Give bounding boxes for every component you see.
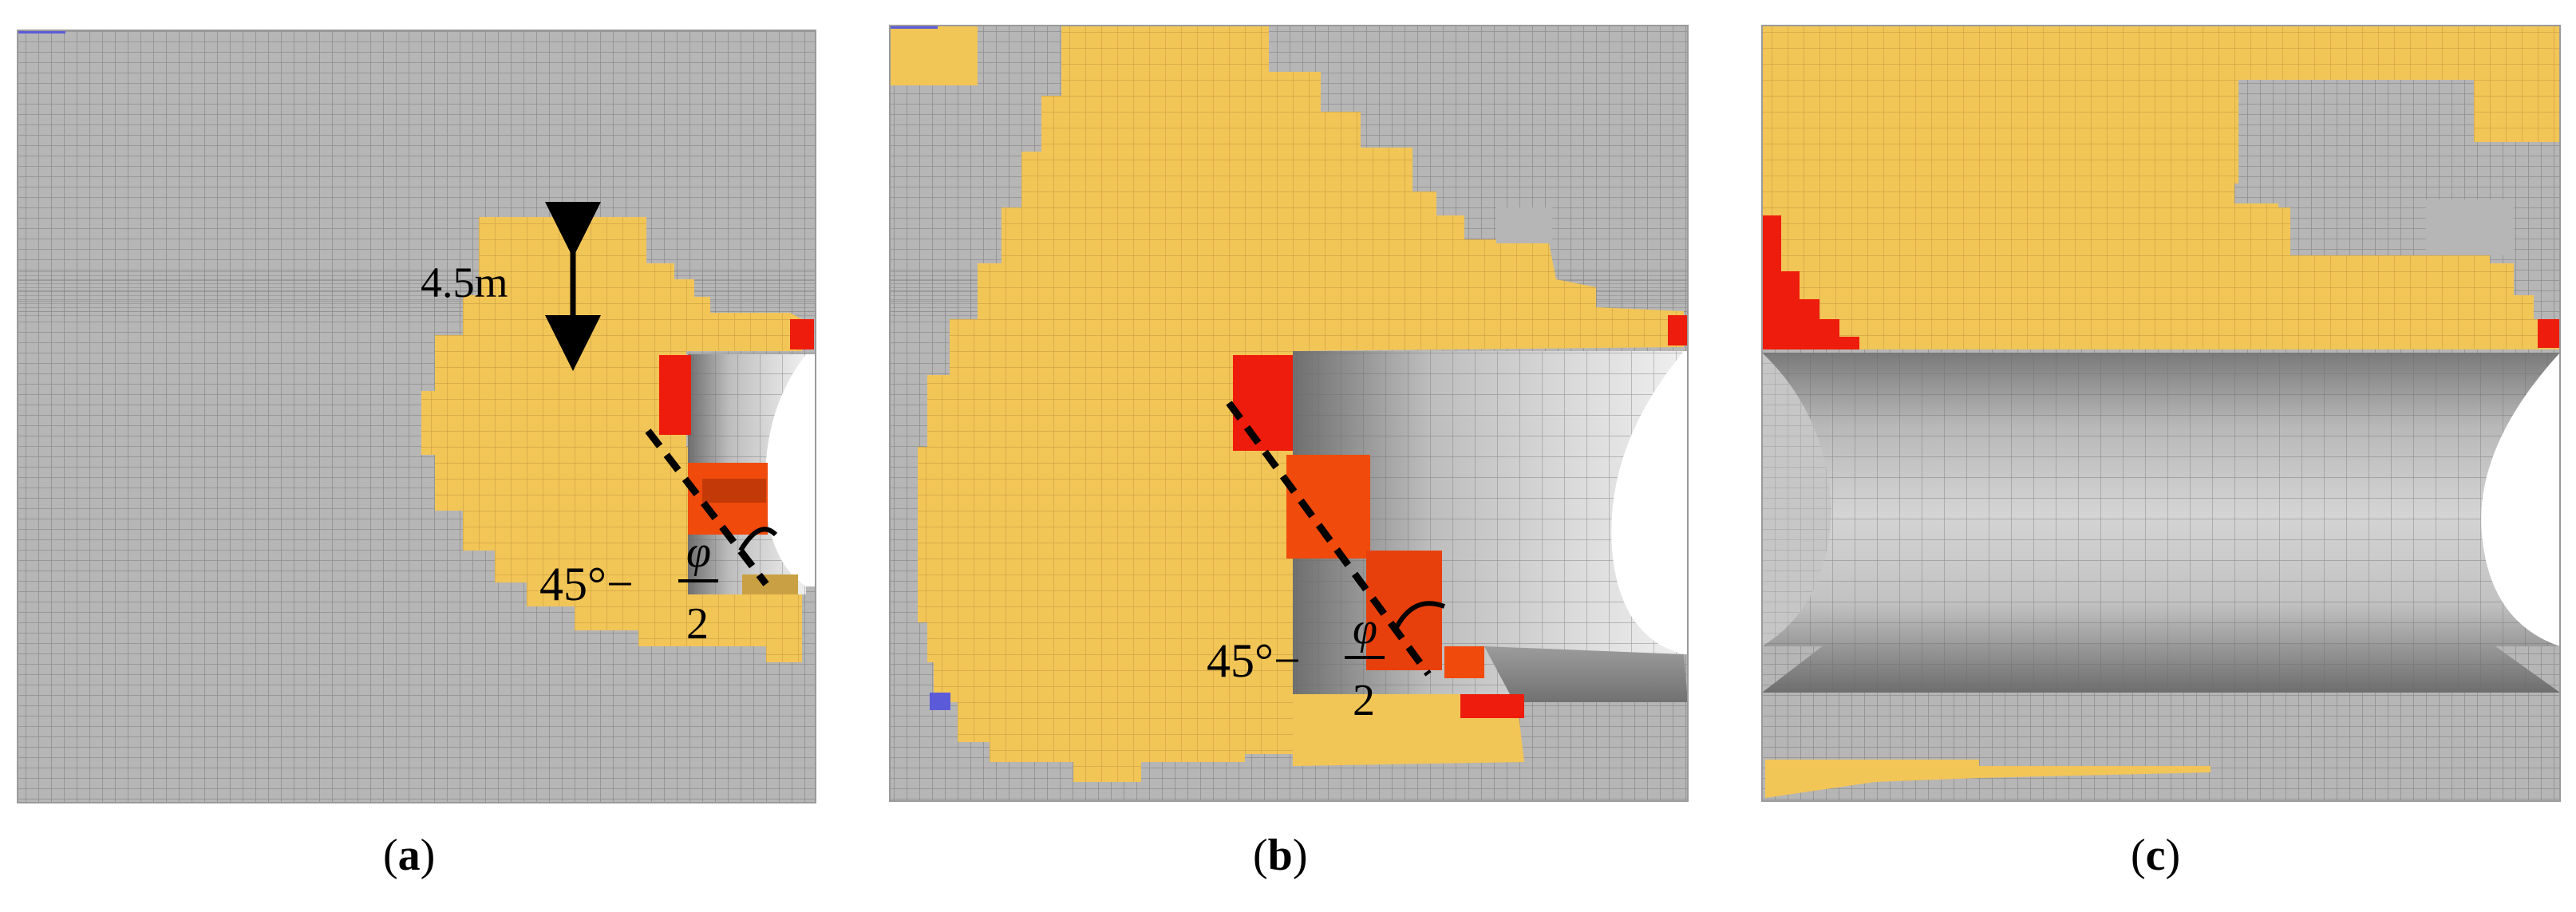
panel-b-plastic-grid (918, 26, 1684, 782)
panel-a-failure-cell (742, 574, 798, 594)
panel-c-tunnel-face-right (2481, 353, 2560, 646)
panel-c-lower-mesh-grid (1762, 693, 2560, 801)
panel-b-tunnel-face (1611, 351, 1688, 654)
panel-c-border (1761, 25, 2561, 802)
panel-c-mesh-gap-grid (2238, 80, 2382, 203)
caption-close-paren: ) (2165, 831, 2181, 880)
panel-c-tunnel-grid (1762, 353, 2560, 646)
panel-b-failure-cell (1668, 315, 1688, 345)
caption-letter: b (1267, 831, 1293, 880)
caption-letter: c (2145, 831, 2166, 880)
panel-b-blue-marker-top (890, 26, 938, 29)
panel-c (1762, 26, 2560, 801)
panel-b-border (889, 25, 1689, 802)
panel-b-blue-marker (930, 693, 950, 710)
caption-open-paren: ( (383, 831, 398, 880)
panel-a-failure-cell (702, 479, 766, 503)
panel-a-depth-label: 4.5m (421, 259, 508, 306)
panel-a-angle-prefix: 45°− (539, 558, 634, 610)
panel-a-tunnel-face (765, 354, 816, 586)
panel-b-angle-numerator: φ (1353, 604, 1377, 653)
panel-a-angle-numerator: φ (686, 527, 711, 577)
panel-c-plastic-lower (1765, 760, 2211, 798)
panel-b-plastic-patch (890, 26, 978, 85)
panel-a-blue-marker (18, 30, 65, 34)
panel-c-caption: (c) (2131, 830, 2180, 881)
panel-b-angle-prefix: 45°− (1207, 634, 1301, 687)
panel-c-tunnel-face-left (1762, 353, 1831, 646)
panel-b-failure-cell (1286, 455, 1370, 559)
caption-open-paren: ( (2131, 831, 2146, 880)
panel-a-slip-line (645, 428, 769, 586)
panel-a: 4.5m 45°− φ 2 (18, 30, 816, 803)
caption-open-paren: ( (1253, 831, 1268, 880)
panel-a-angle-denominator: 2 (686, 599, 709, 649)
panel-a-caption: (a) (383, 830, 435, 881)
panel-a-failure-cell (790, 319, 814, 349)
panel-b-angle-denominator: 2 (1353, 676, 1375, 725)
panel-c-failure-zone (1762, 215, 1859, 349)
caption-letter: a (397, 831, 421, 880)
panel-b-failure-cell (1444, 646, 1484, 678)
panel-c-mesh-gap-right (2426, 199, 2514, 255)
panel-b: 45°− φ 2 (890, 26, 1688, 801)
panel-b-failure-cell (1233, 355, 1293, 451)
caption-close-paren: ) (420, 831, 436, 880)
panel-a-angle-arc (738, 527, 778, 552)
panel-b-tunnel-floor (1484, 646, 1688, 706)
panel-b-lower-mesh-grid (1516, 702, 1688, 801)
panel-b-mesh-gap (1496, 207, 1552, 243)
panel-c-tunnel-floor-grid (1762, 642, 2560, 693)
caption-close-paren: ) (1292, 831, 1308, 880)
panel-a-failure-cell (659, 355, 691, 435)
panel-b-caption: (b) (1253, 830, 1307, 881)
panel-a-border (17, 30, 816, 803)
panel-c-failure-cell (2538, 319, 2560, 348)
panel-b-angle-arc (1393, 601, 1446, 632)
panel-b-failure-cell (1460, 694, 1524, 718)
